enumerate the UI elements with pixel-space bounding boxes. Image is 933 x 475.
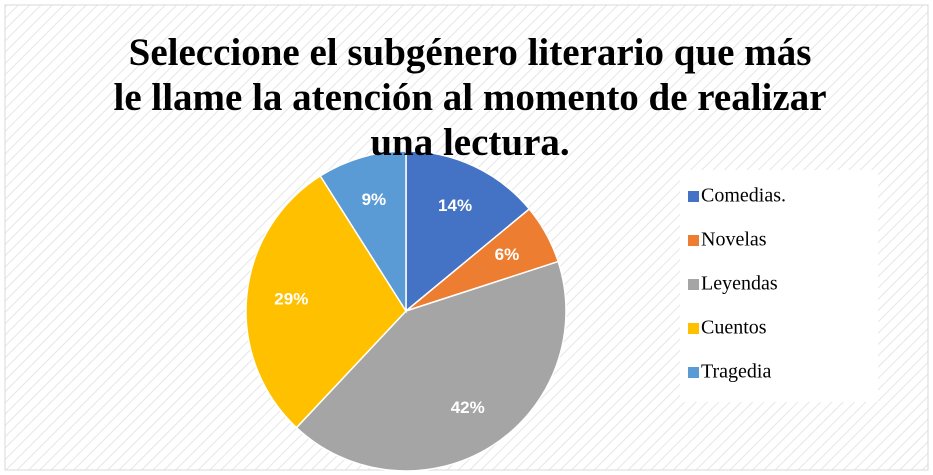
legend-swatch [688, 279, 699, 290]
legend-label: Leyendas [701, 273, 778, 295]
pie-slice [245, 174, 407, 429]
legend-swatch [688, 367, 699, 378]
legend-label: Comedias. [701, 185, 786, 207]
pie-slice [319, 150, 407, 314]
legend-swatch [688, 323, 699, 334]
pie-slice [295, 260, 567, 472]
chart-title: Seleccione el subgénero literario que má… [113, 31, 827, 164]
legend-swatch [688, 235, 699, 246]
legend-label: Tragedia [701, 361, 771, 383]
legend-label: Novelas [701, 229, 767, 251]
legend-box [680, 170, 878, 402]
data-label: 6% [495, 245, 520, 264]
data-label: 29% [274, 290, 308, 309]
data-label: 42% [451, 398, 485, 417]
data-label: 9% [362, 190, 387, 209]
pie-slice [405, 150, 531, 313]
legend-label: Cuentos [701, 317, 767, 339]
data-label: 14% [438, 196, 472, 215]
legend-swatch [688, 191, 699, 202]
